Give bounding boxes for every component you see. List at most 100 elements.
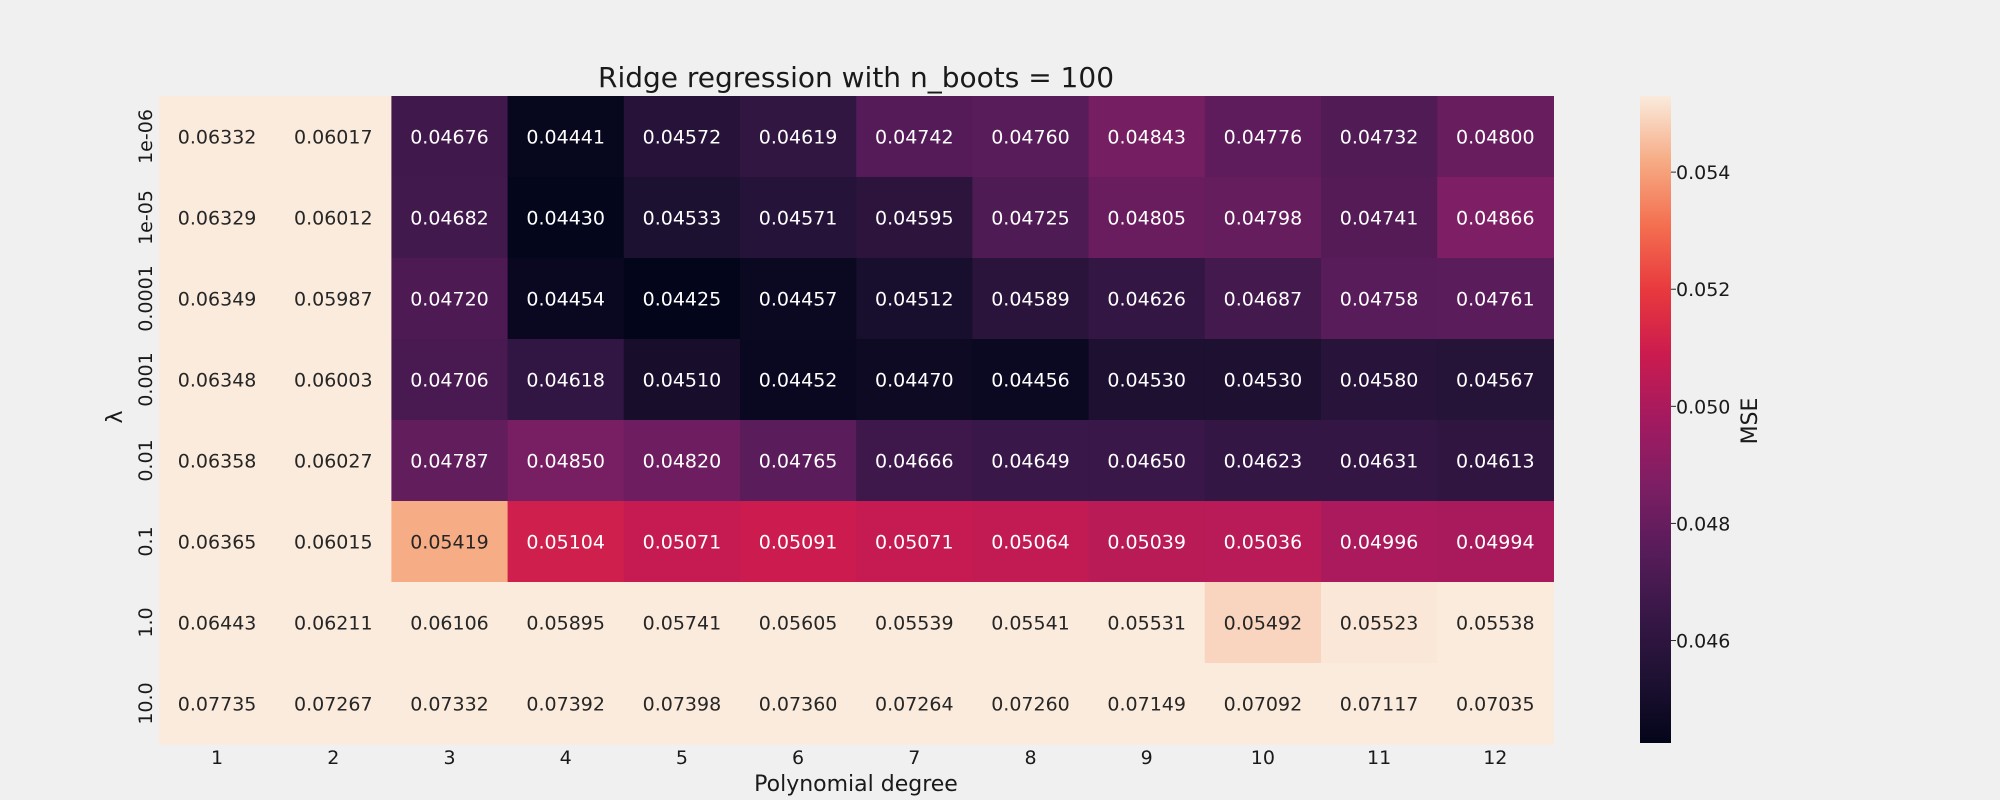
cell-value-label: 0.06329 (178, 208, 257, 230)
cell-value-label: 0.06349 (178, 289, 257, 311)
cell-value-label: 0.04666 (875, 451, 954, 473)
heatmap-cell (623, 96, 741, 178)
heatmap-cell (972, 501, 1090, 583)
heatmap-cell (1088, 339, 1206, 421)
cell-value-label: 0.04619 (759, 127, 838, 149)
y-tick-label: 1e-05 (135, 190, 157, 245)
heatmap-cell (159, 96, 276, 178)
heatmap-cell (391, 663, 509, 745)
cell-value-label: 0.04623 (1224, 451, 1303, 473)
cell-value-label: 0.05091 (759, 532, 838, 554)
cell-value-label: 0.04572 (643, 127, 722, 149)
heatmap-cell (275, 663, 392, 745)
cell-value-label: 0.04706 (410, 370, 489, 392)
cell-value-label: 0.04776 (1224, 127, 1303, 149)
x-tick-label: 4 (560, 747, 572, 769)
heatmap-cell (1204, 96, 1322, 178)
cell-value-label: 0.05541 (991, 613, 1070, 635)
cell-value-label: 0.04732 (1340, 127, 1419, 149)
cell-value-label: 0.07360 (759, 694, 838, 716)
x-tick-label: 9 (1141, 747, 1153, 769)
heatmap-cell (1437, 663, 1554, 745)
cell-value-label: 0.05895 (526, 613, 605, 635)
heatmap-cell (275, 420, 392, 502)
cell-value-label: 0.06358 (178, 451, 257, 473)
cell-value-label: 0.04676 (410, 127, 489, 149)
heatmap-cell (856, 96, 973, 178)
heatmap-cell (1088, 177, 1206, 259)
cell-value-label: 0.04649 (991, 451, 1070, 473)
cell-value-label: 0.05036 (1224, 532, 1303, 554)
cell-value-label: 0.04805 (1107, 208, 1186, 230)
colorbar-tick-label: 0.050 (1676, 396, 1730, 418)
cell-value-label: 0.04580 (1340, 370, 1419, 392)
heatmap-cell (1321, 420, 1438, 502)
cell-value-label: 0.04510 (643, 370, 722, 392)
heatmap-cell (740, 582, 857, 664)
heatmap-cell (507, 258, 625, 340)
heatmap-cell (1088, 663, 1206, 745)
cell-value-label: 0.05071 (643, 532, 722, 554)
cell-value-label: 0.07392 (526, 694, 605, 716)
heatmap-cell (972, 339, 1090, 421)
cell-value-label: 0.06106 (410, 613, 489, 635)
cell-value-label: 0.04533 (643, 208, 722, 230)
heatmap-cell (1437, 177, 1554, 259)
cell-value-label: 0.04820 (643, 451, 722, 473)
heatmap-cell (507, 663, 625, 745)
cell-value-label: 0.04787 (410, 451, 489, 473)
heatmap-cell (623, 582, 741, 664)
heatmap-cell (972, 582, 1090, 664)
heatmap-cell (1204, 663, 1322, 745)
heatmap-cell (391, 339, 509, 421)
cell-value-label: 0.05071 (875, 532, 954, 554)
cell-value-label: 0.04994 (1456, 532, 1535, 554)
cell-value-label: 0.07035 (1456, 694, 1535, 716)
heatmap-cell (1321, 96, 1438, 178)
heatmap-cell (972, 420, 1090, 502)
cell-value-label: 0.05419 (410, 532, 489, 554)
cell-value-label: 0.04866 (1456, 208, 1535, 230)
cell-value-label: 0.04725 (991, 208, 1070, 230)
heatmap-cell (391, 177, 509, 259)
heatmap-cell (623, 501, 741, 583)
cell-value-label: 0.04758 (1340, 289, 1419, 311)
cell-value-label: 0.06015 (294, 532, 373, 554)
y-tick-label: 10.0 (135, 682, 157, 724)
cell-value-label: 0.05605 (759, 613, 838, 635)
cell-value-label: 0.04457 (759, 289, 838, 311)
cell-value-label: 0.04430 (526, 208, 605, 230)
cell-value-label: 0.04996 (1340, 532, 1419, 554)
heatmap-cell (159, 501, 276, 583)
heatmap-cell (740, 663, 857, 745)
heatmap-cell (159, 582, 276, 664)
cell-value-label: 0.05523 (1340, 613, 1419, 635)
heatmap-cell (159, 339, 276, 421)
heatmap-cell (507, 96, 625, 178)
chart-title: Ridge regression with n_boots = 100 (598, 61, 1114, 94)
heatmap-cell (275, 96, 392, 178)
y-tick-label: 0.1 (135, 526, 157, 556)
cell-value-label: 0.07092 (1224, 694, 1303, 716)
cell-value-label: 0.04742 (875, 127, 954, 149)
cell-value-label: 0.06017 (294, 127, 373, 149)
x-tick-label: 3 (443, 747, 455, 769)
heatmap-cell (623, 663, 741, 745)
heatmap-cell (1437, 582, 1554, 664)
cell-value-label: 0.04454 (526, 289, 605, 311)
heatmap-cell (507, 501, 625, 583)
x-tick-label: 12 (1483, 747, 1507, 769)
heatmap-cell (856, 420, 973, 502)
heatmap-cell (1321, 501, 1438, 583)
heatmap-cell (1204, 582, 1322, 664)
heatmap-cell (740, 96, 857, 178)
y-tick-label: 0.0001 (135, 265, 157, 331)
heatmap-cell (856, 258, 973, 340)
heatmap-cell (740, 501, 857, 583)
cell-value-label: 0.05064 (991, 532, 1070, 554)
cell-value-label: 0.04613 (1456, 451, 1535, 473)
heatmap-cells: 0.06332 0.06017 0.04676 0.04441 0.04572 0.046… (159, 96, 1554, 745)
cell-value-label: 0.04595 (875, 208, 954, 230)
cell-value-label: 0.04530 (1224, 370, 1303, 392)
